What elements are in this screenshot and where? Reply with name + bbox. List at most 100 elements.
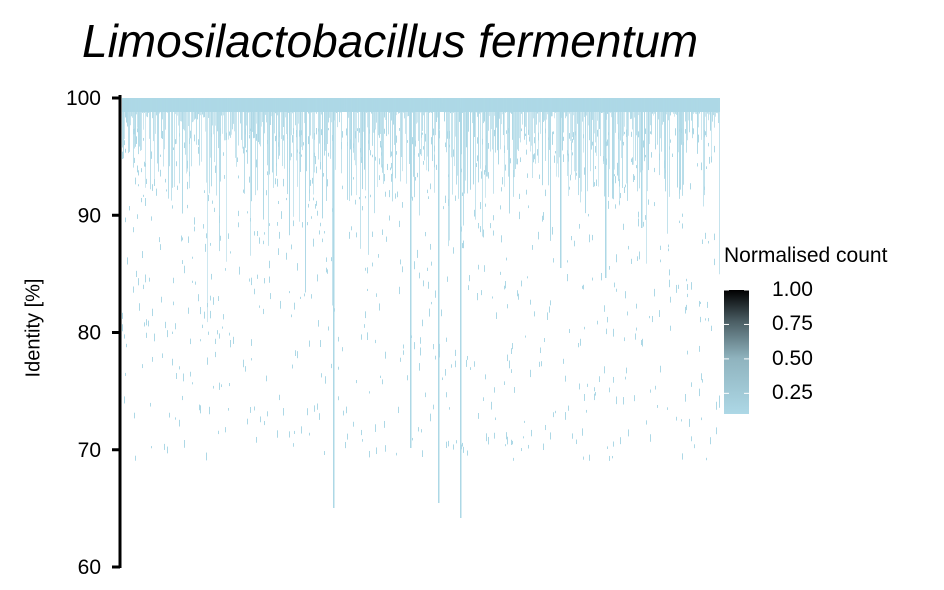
heatmap-cell — [225, 268, 226, 271]
heatmap-cell — [542, 128, 543, 134]
heatmap-cell — [597, 320, 598, 325]
heatmap-cell — [533, 154, 534, 163]
heatmap-column — [207, 98, 208, 323]
heatmap-cell — [256, 436, 257, 443]
heatmap-cell — [427, 189, 428, 194]
heatmap-column — [377, 98, 378, 188]
heatmap-cell — [392, 172, 393, 176]
heatmap-cell — [151, 151, 152, 159]
heatmap-cell — [200, 405, 201, 414]
heatmap-column — [350, 98, 351, 148]
heatmap-cell — [229, 383, 230, 387]
heatmap-cell — [218, 430, 219, 435]
heatmap-cell — [691, 282, 692, 290]
heatmap-cell — [299, 130, 300, 137]
heatmap-cell — [623, 397, 624, 405]
heatmap-cell — [187, 204, 188, 209]
heatmap-column — [599, 98, 600, 130]
heatmap-column — [321, 98, 322, 115]
heatmap-cell — [571, 142, 572, 150]
heatmap-cell — [384, 173, 385, 182]
heatmap-cell — [520, 157, 521, 163]
heatmap-cell — [254, 288, 255, 295]
heatmap-cell — [567, 150, 568, 156]
heatmap-cell — [633, 174, 634, 182]
heatmap-cell — [635, 333, 636, 340]
y-tick-label: 80 — [78, 322, 101, 345]
heatmap-cell — [223, 152, 224, 156]
heatmap-cell — [346, 128, 347, 136]
heatmap-column — [150, 98, 151, 190]
heatmap-cell — [122, 312, 123, 319]
heatmap-column — [125, 98, 126, 118]
heatmap-column — [388, 98, 389, 135]
heatmap-column — [526, 98, 527, 145]
heatmap-cell — [312, 177, 313, 184]
heatmap-cell — [378, 254, 379, 258]
heatmap-column — [288, 98, 289, 113]
heatmap-cell — [505, 164, 506, 171]
heatmap-column — [429, 98, 430, 113]
heatmap-column — [218, 98, 219, 149]
heatmap-column — [561, 98, 562, 118]
heatmap-cell — [603, 155, 604, 162]
heatmap-cell — [134, 412, 135, 419]
heatmap-column — [490, 98, 491, 152]
heatmap-column — [719, 98, 720, 275]
heatmap-column — [443, 98, 444, 108]
heatmap-column — [550, 98, 551, 241]
heatmap-column — [658, 98, 659, 120]
heatmap-cell — [364, 324, 365, 328]
heatmap-column — [578, 98, 579, 196]
heatmap-cell — [204, 190, 205, 193]
heatmap-cell — [194, 217, 195, 225]
heatmap-cell — [331, 257, 332, 262]
heatmap-cell — [570, 174, 571, 181]
heatmap-cell — [420, 337, 421, 344]
heatmap-cell — [187, 181, 188, 190]
heatmap-column — [274, 98, 275, 134]
heatmap-column — [517, 98, 518, 150]
heatmap-cell — [527, 276, 528, 279]
heatmap-cell — [708, 240, 709, 244]
heatmap-column — [275, 98, 276, 114]
heatmap-cell — [184, 265, 185, 274]
heatmap-column — [144, 98, 145, 113]
heatmap-column — [553, 98, 554, 113]
heatmap-column — [436, 98, 437, 123]
heatmap-cell — [608, 200, 609, 209]
heatmap-column — [152, 98, 153, 119]
heatmap-column — [203, 98, 204, 118]
heatmap-cell — [430, 413, 431, 422]
heatmap-column — [359, 98, 360, 113]
heatmap-column — [394, 98, 395, 145]
heatmap-cell — [584, 394, 585, 401]
heatmap-column — [698, 98, 699, 128]
heatmap-cell — [206, 452, 207, 461]
heatmap-cell — [596, 179, 597, 186]
heatmap-cell — [315, 156, 316, 165]
heatmap-cell — [474, 209, 475, 217]
heatmap-cell — [507, 436, 508, 445]
heatmap-column — [635, 98, 636, 161]
heatmap-cell — [369, 129, 370, 134]
heatmap-cell — [219, 382, 220, 390]
heatmap-cell — [324, 451, 325, 456]
heatmap-cell — [327, 179, 328, 187]
heatmap-cell — [297, 263, 298, 271]
heatmap-cell — [655, 385, 656, 390]
heatmap-cell — [293, 128, 294, 134]
heatmap-cell — [604, 366, 605, 374]
heatmap-column — [567, 98, 568, 176]
heatmap-column — [558, 98, 559, 178]
heatmap-column — [559, 98, 560, 158]
heatmap-cell — [307, 408, 308, 416]
heatmap-cell — [607, 139, 608, 146]
heatmap-column — [525, 98, 526, 127]
heatmap-column — [338, 98, 339, 113]
heatmap-cell — [177, 185, 178, 190]
heatmap-cell — [534, 311, 535, 317]
heatmap-cell — [396, 452, 397, 456]
heatmap-cell — [223, 314, 224, 320]
heatmap-column — [277, 98, 278, 116]
